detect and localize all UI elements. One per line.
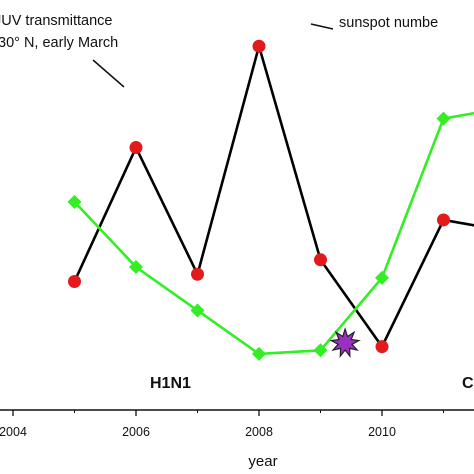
series-markers <box>67 39 451 361</box>
x-tick-label: 2006 <box>122 425 150 439</box>
uv-transmittance-point <box>252 39 266 53</box>
x-tick-label: 2004 <box>0 425 27 439</box>
starburst-shape <box>329 327 361 359</box>
uv-annotation-leader <box>92 59 125 88</box>
sunspot-annotation-leader <box>310 23 334 30</box>
uv-transmittance-point <box>68 275 81 288</box>
series-lines <box>73 44 474 356</box>
sunspot-line <box>73 111 474 356</box>
x-axis-title: year <box>248 453 277 470</box>
sunspot-annotation: sunspot numbe <box>339 15 438 31</box>
uv-annotation-line1: JUV transmittance <box>0 13 112 29</box>
sunspot-point <box>190 303 205 318</box>
h1n1-label: H1N1 <box>150 375 191 392</box>
sunspot-point <box>436 111 451 126</box>
sunspot-point <box>129 260 143 275</box>
uv-transmittance-line <box>73 44 474 348</box>
h1n1-starburst-icon <box>329 327 361 359</box>
uv-annotation-line2: 30° N, early March <box>0 35 118 51</box>
x-tick-label: 2010 <box>368 425 396 439</box>
sunspot-point <box>375 270 389 285</box>
x-ticks: 2004200620082010201220142016201820 <box>0 410 444 439</box>
uv-transmittance-point <box>129 141 143 155</box>
sunspot-point <box>313 343 328 358</box>
x-tick-label: 2008 <box>245 425 273 439</box>
uv-transmittance-point <box>375 340 389 354</box>
uv-transmittance-point <box>437 213 450 227</box>
uv-transmittance-point <box>191 267 204 281</box>
uv-transmittance-point <box>314 253 327 267</box>
sunspot-point <box>67 194 82 209</box>
edge-label: C <box>462 375 474 392</box>
sunspot-point <box>252 346 266 361</box>
